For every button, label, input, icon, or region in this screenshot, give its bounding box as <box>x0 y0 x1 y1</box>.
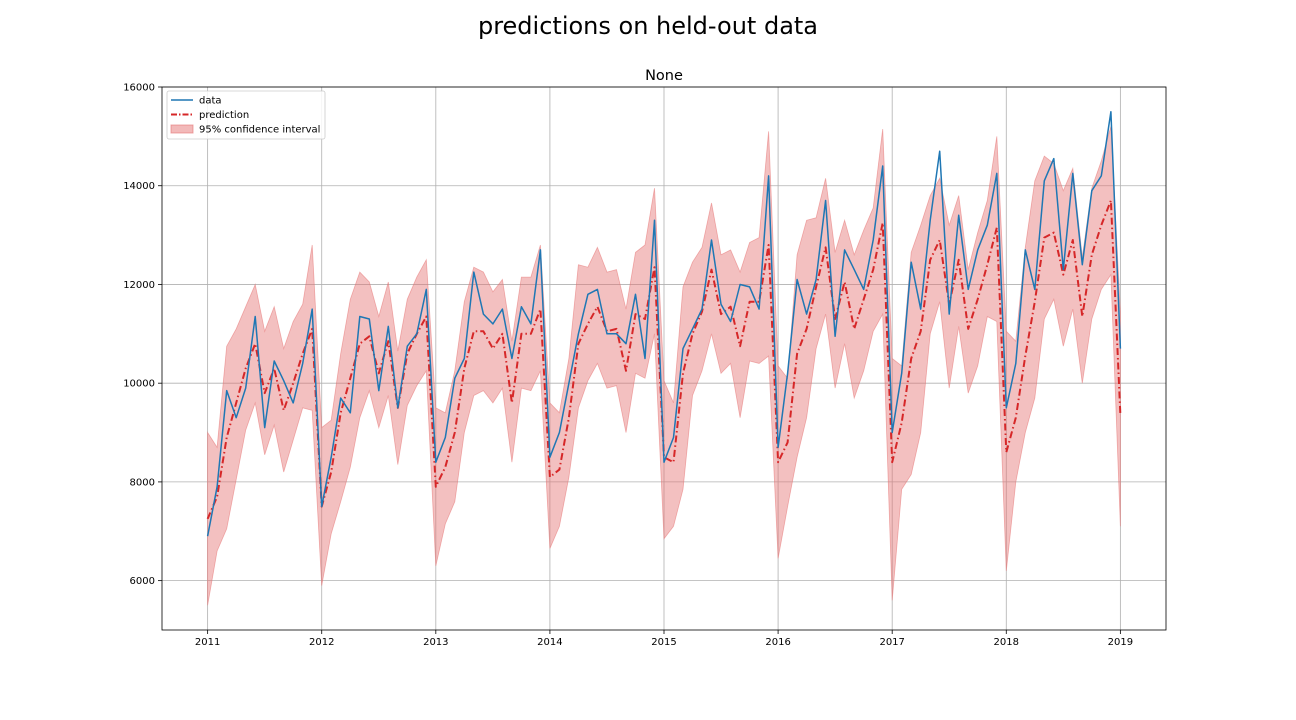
x-tick-label: 2011 <box>195 637 220 648</box>
series-layer <box>206 110 1122 537</box>
y-tick-label: 8000 <box>130 477 155 488</box>
legend-box <box>166 90 326 140</box>
legend: data prediction 95% confidence interval <box>166 90 326 140</box>
x-tick-label: 2017 <box>879 637 904 648</box>
axes-title: None <box>645 68 683 84</box>
legend-data-label: data <box>199 96 222 107</box>
legend-ci-swatch <box>170 124 194 134</box>
data-series-line <box>206 110 1122 537</box>
y-tick-label: 14000 <box>123 181 155 192</box>
prediction-series-line <box>206 199 1122 520</box>
figure-suptitle: predictions on held-out data <box>478 12 818 40</box>
y-tick-label: 16000 <box>123 83 155 94</box>
x-tick-label: 2015 <box>651 637 676 648</box>
x-tick-label: 2016 <box>765 637 790 648</box>
legend-prediction-label: prediction <box>199 110 249 121</box>
x-tick-label: 2012 <box>309 637 334 648</box>
x-tick-label: 2014 <box>537 637 562 648</box>
legend-ci-label: 95% confidence interval <box>199 125 320 136</box>
x-tick-label: 2019 <box>1108 637 1133 648</box>
axis-ticks: 2011 2012 2013 2014 2015 2016 2017 2018 2019 6000… <box>123 83 1133 649</box>
y-tick-label: 10000 <box>123 379 155 390</box>
y-tick-label: 6000 <box>130 576 155 587</box>
x-tick-label: 2013 <box>423 637 448 648</box>
y-tick-label: 12000 <box>123 280 155 291</box>
x-tick-label: 2018 <box>994 637 1019 648</box>
